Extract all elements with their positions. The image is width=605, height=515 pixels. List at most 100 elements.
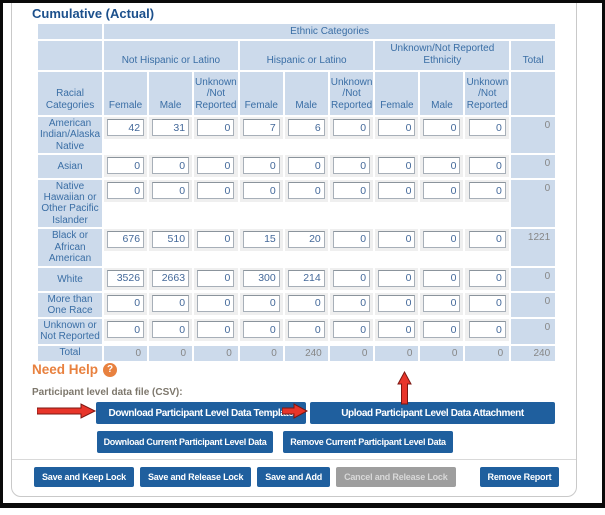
participant-count-input[interactable] — [242, 182, 280, 199]
data-cell — [375, 180, 419, 227]
participant-count-input[interactable] — [242, 321, 280, 339]
participant-count-input[interactable] — [333, 157, 371, 174]
data-cell — [375, 292, 419, 318]
data-cell — [149, 319, 193, 344]
participant-count-input[interactable] — [468, 119, 506, 136]
participant-count-input[interactable] — [333, 119, 371, 136]
participant-count-input[interactable] — [287, 321, 325, 339]
participant-count-input[interactable] — [107, 119, 145, 136]
participant-count-input[interactable] — [152, 294, 190, 312]
participant-count-input[interactable] — [242, 230, 280, 248]
participant-count-input[interactable] — [152, 157, 190, 174]
participant-count-input[interactable] — [468, 269, 506, 287]
participant-count-input[interactable] — [378, 119, 416, 136]
download-current-button[interactable]: Download Current Participant Level Data — [97, 431, 273, 453]
participant-count-input[interactable] — [152, 269, 190, 287]
col-header-female: Female — [239, 72, 283, 115]
participant-count-input[interactable] — [242, 119, 280, 136]
data-cell — [284, 292, 328, 318]
participant-count-input[interactable] — [197, 294, 235, 312]
participant-count-input[interactable] — [333, 182, 371, 199]
participant-count-input[interactable] — [468, 230, 506, 248]
participant-count-input[interactable] — [242, 157, 280, 174]
participant-count-input[interactable] — [333, 294, 371, 312]
data-cell — [194, 155, 238, 178]
upload-attachment-button[interactable]: Upload Participant Level Data Attachment — [310, 402, 555, 424]
participant-count-input[interactable] — [468, 321, 506, 339]
save-and-keep-lock-button[interactable]: Save and Keep Lock — [34, 467, 134, 487]
participant-count-input[interactable] — [423, 269, 461, 287]
data-cell — [420, 292, 464, 318]
participant-count-input[interactable] — [197, 321, 235, 339]
participant-count-input[interactable] — [287, 294, 325, 312]
remove-report-button[interactable]: Remove Report — [479, 467, 560, 487]
participant-count-input[interactable] — [107, 157, 145, 174]
participant-count-input[interactable] — [423, 294, 461, 312]
participant-count-input[interactable] — [242, 294, 280, 312]
participant-count-input[interactable] — [423, 230, 461, 248]
download-template-button[interactable]: Download Participant Level Data Template — [96, 402, 306, 424]
total-header-spacer — [511, 72, 556, 115]
save-and-add-button[interactable]: Save and Add — [257, 467, 331, 487]
participant-count-input[interactable] — [423, 182, 461, 199]
participant-count-input[interactable] — [287, 269, 325, 287]
participant-count-input[interactable] — [378, 182, 416, 199]
participant-count-input[interactable] — [197, 157, 235, 174]
column-total-value: 0 — [194, 345, 238, 361]
participant-count-input[interactable] — [468, 182, 506, 199]
participant-count-input[interactable] — [378, 321, 416, 339]
participant-count-input[interactable] — [333, 321, 371, 339]
participant-count-input[interactable] — [468, 294, 506, 312]
table-row: White 0 — [38, 267, 556, 291]
participant-count-input[interactable] — [152, 230, 190, 248]
data-cell — [375, 117, 419, 153]
grand-total-value: 240 — [511, 345, 556, 361]
participant-count-input[interactable] — [287, 182, 325, 199]
participant-count-input[interactable] — [197, 269, 235, 287]
participant-count-input[interactable] — [378, 230, 416, 248]
participant-count-input[interactable] — [197, 119, 235, 136]
participant-count-input[interactable] — [107, 321, 145, 339]
table-total-row: Total 0 0 0 0 240 0 0 0 0 240 — [38, 345, 556, 361]
participant-count-input[interactable] — [423, 321, 461, 339]
participant-count-input[interactable] — [378, 294, 416, 312]
participant-count-input[interactable] — [378, 157, 416, 174]
participant-count-input[interactable] — [378, 269, 416, 287]
data-cell — [194, 180, 238, 227]
table-row: Unknown or Not Reported 0 — [38, 319, 556, 344]
annotation-arrow-right-icon — [37, 403, 97, 419]
participant-count-input[interactable] — [197, 182, 235, 199]
remove-current-button[interactable]: Remove Current Participant Level Data — [283, 431, 453, 453]
participant-count-input[interactable] — [333, 230, 371, 248]
participant-count-input[interactable] — [107, 269, 145, 287]
participant-count-input[interactable] — [152, 119, 190, 136]
group-not-hispanic: Not Hispanic or Latino — [104, 41, 238, 70]
participant-count-input[interactable] — [107, 294, 145, 312]
data-cell — [465, 180, 510, 227]
participant-count-input[interactable] — [423, 119, 461, 136]
data-cell — [149, 228, 193, 266]
data-cell — [194, 319, 238, 344]
participant-count-input[interactable] — [197, 230, 235, 248]
data-cell — [329, 180, 374, 227]
participant-count-input[interactable] — [107, 230, 145, 248]
participant-count-input[interactable] — [152, 321, 190, 339]
row-total-value: 0 — [511, 292, 556, 318]
participant-count-input[interactable] — [333, 269, 371, 287]
help-question-icon[interactable]: ? — [103, 362, 118, 377]
data-cell — [420, 319, 464, 344]
save-and-release-lock-button[interactable]: Save and Release Lock — [139, 467, 252, 487]
participant-count-input[interactable] — [468, 157, 506, 174]
participant-count-input[interactable] — [287, 230, 325, 248]
annotation-arrow-right-icon — [282, 403, 309, 419]
participant-count-input[interactable] — [107, 182, 145, 199]
data-cell — [329, 155, 374, 178]
participant-count-input[interactable] — [242, 269, 280, 287]
cancel-and-release-lock-button[interactable]: Cancel and Release Lock — [336, 467, 456, 487]
participant-count-input[interactable] — [287, 119, 325, 136]
participant-count-input[interactable] — [287, 157, 325, 174]
data-cell — [329, 267, 374, 291]
participant-count-input[interactable] — [423, 157, 461, 174]
participant-count-input[interactable] — [152, 182, 190, 199]
